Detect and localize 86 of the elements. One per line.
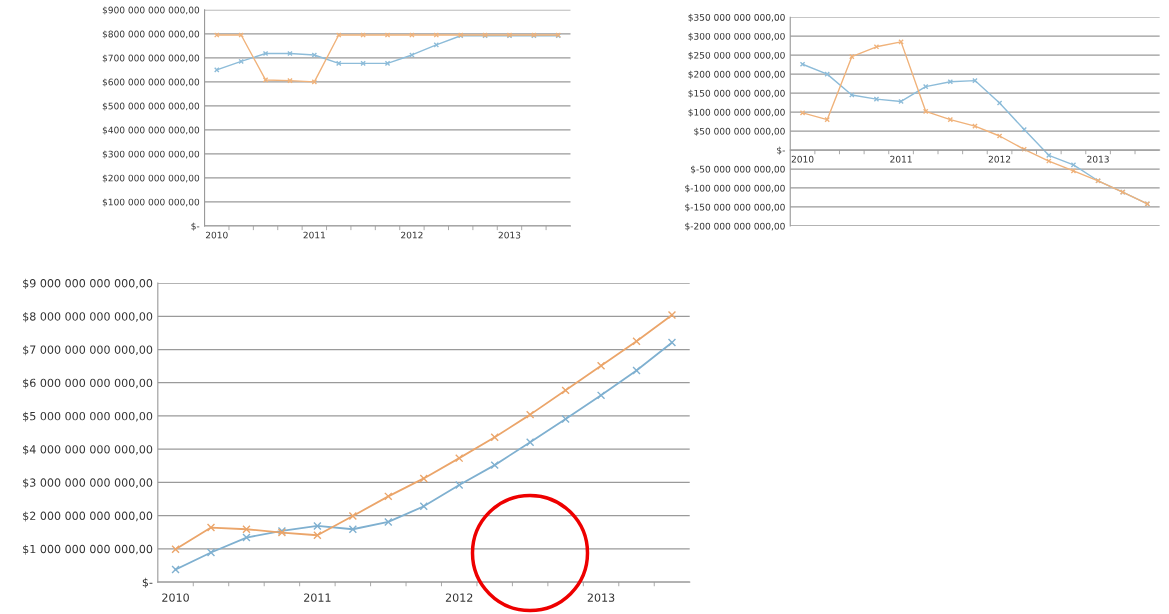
point (561, 414, 570, 424)
point (972, 123, 978, 129)
point (171, 565, 180, 574)
point (455, 453, 464, 463)
y-tick-label: $300 000 000 000,00 (688, 32, 785, 41)
y-tick-label: $200 000 000 000,00 (102, 174, 200, 183)
point (409, 32, 415, 38)
point (206, 548, 216, 557)
x-tick-label: 2013 (1087, 155, 1109, 163)
point (384, 492, 393, 501)
point (1046, 158, 1052, 164)
y-tick-label: $6 000 000 000 000,00 (23, 378, 153, 389)
point (348, 525, 358, 534)
point (632, 337, 641, 346)
y-tick-label: $2 000 000 000 000,00 (23, 511, 153, 522)
y-tick-label: $7 000 000 000 000,00 (23, 345, 153, 356)
x-tick-label: 2011 (890, 155, 912, 163)
point (384, 517, 393, 527)
point (360, 32, 366, 38)
x-tick-label: 2010 (791, 155, 814, 163)
x-tick-label: 2010 (205, 231, 228, 239)
y-tick-label: $100 000 000 000,00 (102, 198, 200, 207)
point (849, 53, 855, 60)
y-tick-label: $100 000 000 000,00 (688, 108, 785, 117)
point (596, 361, 606, 370)
x-tick-label: 2013 (587, 593, 615, 602)
x-tick-label: 2010 (162, 593, 189, 602)
y-tick-label: $350 000 000 000,00 (688, 13, 785, 22)
y-tick-label: $- (191, 222, 200, 231)
x-tick-label: 2013 (498, 231, 521, 239)
point (348, 511, 358, 521)
point (238, 32, 244, 38)
point (898, 39, 904, 45)
x-tick-label: 2012 (988, 155, 1011, 163)
point (313, 531, 322, 540)
y-tick-label: $5 000 000 000 000,00 (23, 411, 153, 422)
point (409, 52, 415, 58)
point (490, 460, 499, 470)
y-tick-label: $-150 000 000 000,00 (685, 203, 785, 212)
x-tick-label: 2012 (445, 593, 473, 602)
point (419, 474, 428, 483)
y-tick-label: $200 000 000 000,00 (688, 70, 785, 79)
point (455, 480, 464, 490)
point (335, 60, 342, 67)
y-tick-label: $3 000 000 000 000,00 (23, 478, 153, 489)
point (667, 338, 677, 347)
point (596, 391, 606, 400)
y-tick-label: $500 000 000 000,00 (102, 102, 200, 111)
x-tick-label: 2011 (304, 593, 331, 602)
y-tick-label: $900 000 000 000,00 (102, 6, 200, 15)
y-tick-label: $9 000 000 000 000,00 (23, 278, 153, 289)
point (171, 545, 180, 554)
point (824, 71, 830, 77)
y-tick-label: $150 000 000 000,00 (688, 89, 785, 98)
y-tick-label: $-100 000 000 000,00 (685, 184, 785, 193)
point (313, 521, 322, 531)
y-tick-label: $-50 000 000 000,00 (690, 165, 785, 174)
y-tick-label: $700 000 000 000,00 (102, 54, 200, 63)
y-tick-label: $50 000 000 000,00 (694, 127, 785, 136)
x-tick-label: 2012 (401, 231, 423, 239)
y-tick-label: $300 000 000 000,00 (102, 150, 200, 159)
point (242, 525, 251, 534)
y-tick-label: $-200 000 000 000,00 (685, 222, 785, 231)
point (561, 386, 570, 395)
point (922, 83, 929, 90)
point (824, 116, 830, 123)
y-tick-label: $600 000 000 000,00 (102, 78, 200, 87)
point (242, 533, 251, 542)
point (262, 50, 269, 57)
point (525, 410, 535, 419)
y-tick-label: $1 000 000 000 000,00 (23, 544, 153, 555)
y-tick-label: $- (777, 146, 785, 155)
point (384, 60, 391, 67)
y-tick-label: $8 000 000 000 000,00 (23, 312, 153, 323)
y-tick-label: $800 000 000 000,00 (102, 30, 200, 39)
y-tick-label: $400 000 000 000,00 (102, 126, 200, 135)
point (490, 433, 499, 442)
x-tick-label: 2011 (303, 231, 325, 239)
point (419, 502, 428, 511)
y-tick-label: $250 000 000 000,00 (688, 51, 785, 60)
y-tick-label: $- (142, 577, 153, 588)
y-tick-label: $4 000 000 000 000,00 (23, 444, 153, 456)
point (206, 523, 216, 532)
point (667, 310, 677, 320)
point (525, 438, 535, 447)
point (632, 366, 641, 375)
